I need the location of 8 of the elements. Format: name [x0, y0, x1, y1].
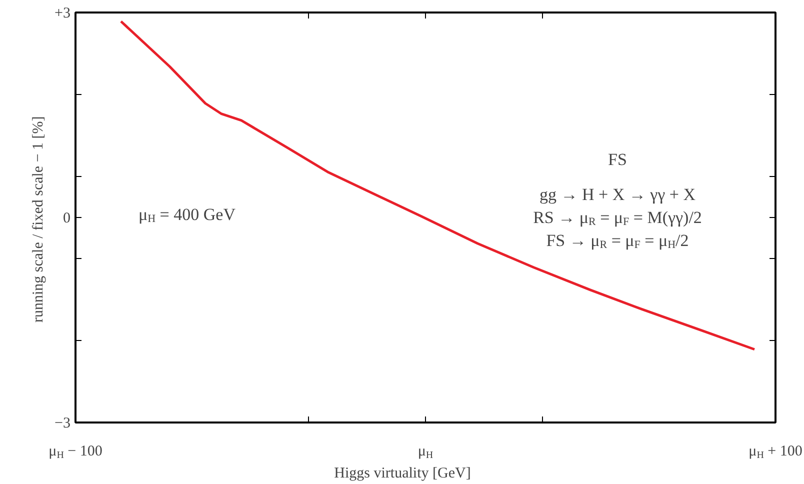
y-tick-label: +3: [54, 6, 71, 22]
line-series: [120, 20, 756, 351]
annotation: gg → H + X → γγ + X: [539, 185, 696, 204]
annotation: FS: [608, 150, 627, 169]
y-axis-title: running scale / fixed scale − 1 [%]: [30, 116, 47, 323]
y-tick-label: 0: [63, 210, 70, 226]
x-axis-title: Higgs virtuality [GeV]: [334, 466, 471, 482]
y-tick-label: −3: [54, 416, 71, 432]
